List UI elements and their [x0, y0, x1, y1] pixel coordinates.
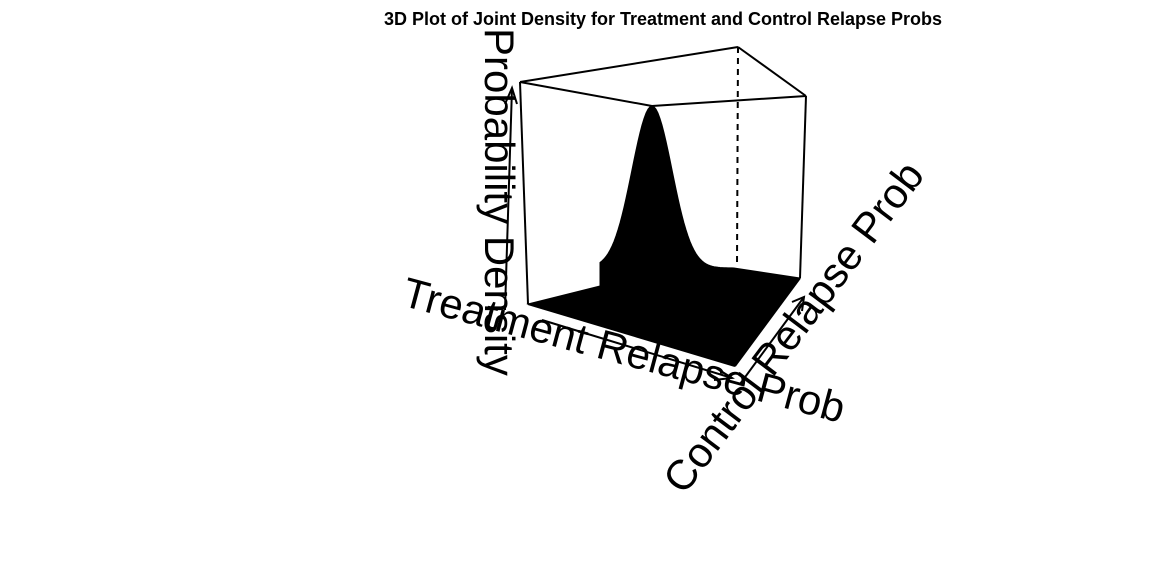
y-axis-arrow [739, 296, 805, 385]
density-surface [526, 105, 801, 367]
y-axis-arrowhead [791, 295, 806, 312]
box-edge-right-vertical [799, 95, 807, 279]
box-edge-top-back [519, 46, 739, 83]
x-axis-arrowhead [713, 367, 735, 381]
z-axis-arrow [504, 87, 513, 311]
x-axis-arrow [541, 319, 733, 379]
axis-arrows [504, 85, 806, 385]
box-edge-top-front-right [651, 95, 807, 107]
box-edge-top-right [737, 46, 807, 97]
z-axis-label: Probability Density [476, 28, 523, 376]
box-edge-hidden-vertical [736, 46, 739, 267]
chart-title: 3D Plot of Joint Density for Treatment a… [384, 9, 942, 29]
z-axis-arrowhead [504, 85, 518, 105]
box-edge-left-vertical [519, 81, 529, 305]
box-edge-top-front [519, 81, 653, 107]
